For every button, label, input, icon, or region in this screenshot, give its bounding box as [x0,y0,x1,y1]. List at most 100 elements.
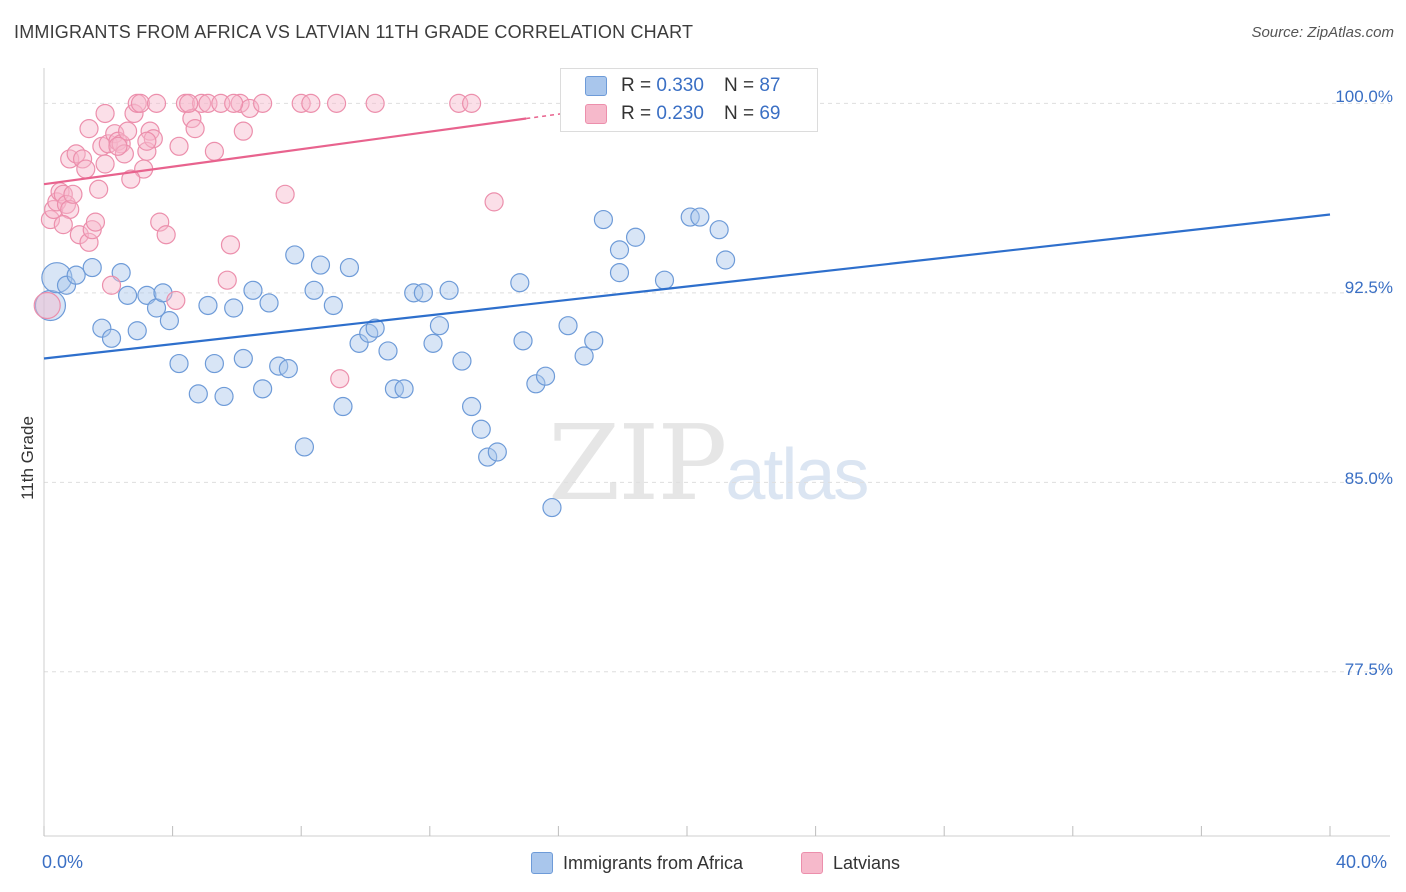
data-point-latvians [220,235,241,255]
data-point-latvians [224,93,244,113]
data-point-latvians [137,131,157,151]
data-point-latvians [233,121,253,141]
data-point-latvians [179,93,199,113]
data-point-africa [584,331,604,351]
data-point-africa [471,419,491,439]
data-point-africa [609,240,630,260]
y-tick-label-92-5: 92.5% [1344,278,1393,297]
legend-n-value: 87 [759,75,781,96]
data-point-latvians [108,136,128,156]
data-point-africa [365,318,385,338]
data-point-latvians [301,93,321,113]
data-point-africa [188,384,208,404]
data-point-latvians [69,225,89,245]
trend-line-latvians [43,117,527,186]
data-point-latvians [146,93,167,113]
data-point-africa [384,379,405,399]
data-point-africa [127,321,147,341]
data-point-latvians [101,275,122,295]
correlation-legend: R = 0.330 N = 87 R = 0.230 N = 69 [560,68,818,132]
data-point-latvians [217,270,237,290]
data-point-latvians [185,119,205,139]
bottom-legend-swatch-latvians [801,852,823,874]
data-point-africa [198,295,218,316]
data-point-latvians [89,179,109,199]
data-point-africa [413,283,433,303]
data-point-africa [56,275,77,295]
chart-title: IMMIGRANTS FROM AFRICA VS LATVIAN 11TH G… [14,22,694,42]
data-point-africa [461,396,482,417]
trend-line-africa [43,213,1331,360]
data-point-africa [111,263,131,283]
data-point-latvians [156,225,176,245]
legend-n-value: 69 [759,103,781,124]
y-tick-label-85: 85.0% [1344,469,1393,488]
data-point-latvians [53,215,73,235]
data-point-africa [137,285,157,305]
data-point-africa [294,437,315,457]
x-tick-label-40: 40.0% [1336,852,1388,872]
data-point-africa [625,227,646,247]
data-point-africa [609,263,630,283]
watermark: ZIPatlas [548,402,869,524]
data-point-africa [101,328,122,348]
data-point-latvians [230,93,250,113]
data-point-latvians [166,290,186,311]
data-point-africa [310,255,331,275]
data-point-africa [304,280,324,300]
data-point-latvians [33,291,61,320]
data-point-africa [478,447,498,467]
bottom-legend-label-latvians: Latvians [833,852,901,873]
data-point-africa [429,316,450,336]
data-point-africa [439,280,459,300]
legend-r-value: 0.230 [656,103,704,124]
data-point-africa [526,374,546,394]
data-point-latvians [114,144,134,164]
data-point-africa [487,442,507,462]
data-point-africa [513,331,533,351]
x-tick-label-0: 0.0% [42,852,84,872]
data-point-africa [680,207,700,227]
data-point-africa [117,285,138,305]
y-axis-label: 11th Grade [18,416,37,500]
legend-row-africa: R = 0.330 N = 87 [585,74,780,98]
data-point-latvians [275,184,295,204]
data-point-latvians [117,121,138,141]
data-point-latvians [365,93,385,113]
data-point-africa [333,396,353,417]
legend-swatch-africa [585,76,607,96]
data-point-africa [233,348,253,369]
data-point-latvians [56,194,77,215]
data-point-africa [204,353,224,374]
data-point-latvians [79,119,99,139]
data-point-africa [278,359,298,379]
data-point-africa [394,379,414,399]
data-point-africa [404,283,424,303]
data-point-africa [159,311,179,331]
data-point-africa [243,280,263,300]
data-point-latvians [79,232,99,252]
data-point-africa [593,209,614,230]
data-point-latvians [461,93,482,113]
data-point-africa [709,220,729,240]
data-point-africa [253,379,273,399]
data-point-africa [715,250,736,270]
data-point-africa [690,207,710,227]
data-point-africa [259,293,279,313]
data-point-latvians [95,103,115,124]
data-point-africa [214,386,234,407]
data-point-latvians [66,144,86,164]
bottom-legend-swatch-africa [531,852,553,874]
data-point-africa [169,353,189,374]
data-point-africa [66,265,86,285]
data-point-africa [285,245,305,265]
legend-n-label: N = [723,75,755,96]
legend-r-value: 0.330 [656,75,704,96]
data-point-africa [82,257,102,278]
data-point-latvians [130,93,151,113]
data-point-latvians [137,141,157,161]
data-point-latvians [76,159,96,179]
legend-swatch-latvians [585,104,607,124]
data-point-africa [339,257,360,278]
